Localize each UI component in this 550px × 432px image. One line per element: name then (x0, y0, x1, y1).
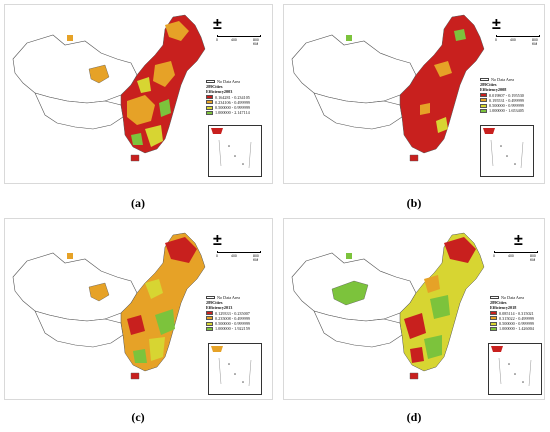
east-mosaic-1 (165, 237, 197, 263)
east-mosaic-2 (153, 61, 175, 87)
legend-swatch-4 (206, 110, 213, 115)
west-outline (12, 34, 138, 104)
east-region (120, 232, 206, 372)
east-mosaic-5 (424, 275, 440, 293)
east-mosaic-3 (145, 125, 163, 147)
legend-swatch-4 (480, 108, 487, 113)
north-arrow-d: ± (514, 232, 523, 249)
east-mosaic-4 (127, 315, 145, 335)
east-mosaic-2 (155, 309, 175, 335)
legend-b: No Data Area 289Cities Efficiency2008 0.… (480, 77, 524, 114)
east-mosaic-3 (430, 295, 450, 319)
caption-b: (b) (406, 196, 422, 210)
map-panel-a: ± 0 400 800 KM No Data Area 289Cities Ef… (4, 4, 273, 184)
south-china-sea-inset-d (488, 343, 542, 395)
hainan (409, 154, 419, 162)
legend-swatch-3 (206, 321, 213, 326)
legend-swatch-3 (206, 105, 213, 110)
legend-swatch-2 (490, 316, 497, 321)
no-data-swatch (480, 78, 489, 82)
east-mosaic-4 (165, 21, 189, 41)
east-mosaic-6 (133, 349, 147, 363)
legend-swatch-1 (206, 95, 213, 100)
qinghai-patch (88, 282, 110, 302)
china-map-b (291, 14, 485, 162)
legend-swatch-2 (206, 100, 213, 105)
small-west-patch (67, 35, 73, 41)
east-mosaic-3 (454, 29, 466, 41)
legend-swatch-3 (480, 103, 487, 108)
east-mosaic-2 (404, 313, 426, 339)
map-panel-b: ± 0 400 800 KM No Data Area 289Cities Ef… (283, 4, 545, 184)
caption-d: (d) (406, 410, 422, 424)
north-arrow-c: ± (213, 232, 222, 249)
china-map-a (12, 14, 206, 162)
east-mosaic-4 (424, 335, 442, 359)
west-outline (291, 34, 417, 104)
east-mosaic-7 (137, 77, 151, 93)
east-mosaic-5 (145, 279, 163, 299)
legend-swatch-3 (490, 321, 497, 326)
legend-a: No Data Area 289Cities Efficiency2003 0.… (206, 79, 250, 116)
china-map-d (291, 232, 485, 380)
china-map-c (12, 232, 206, 380)
legend-swatch-1 (480, 93, 487, 98)
west-green-patch (331, 280, 369, 306)
east-mosaic-5 (159, 99, 171, 117)
no-data-swatch (490, 296, 499, 300)
east-region (399, 14, 485, 154)
caption-c: (c) (131, 410, 145, 424)
map-panel-c: ± 0 400 800 KM No Data Area 289Cities Ef… (4, 218, 273, 400)
caption-a: (a) (131, 196, 145, 210)
legend-c: No Data Area 289Cities Efficiency2013 0.… (206, 295, 250, 332)
legend-swatch-2 (480, 98, 487, 103)
east-mosaic-6 (131, 133, 143, 145)
legend-swatch-2 (206, 316, 213, 321)
east-mosaic-6 (410, 347, 424, 363)
east-mosaic-1 (127, 95, 155, 125)
hainan (130, 372, 140, 380)
no-data-swatch (206, 80, 215, 84)
small-west-patch (346, 253, 352, 259)
qinghai-patch (88, 64, 110, 84)
legend-swatch-1 (490, 311, 497, 316)
east-mosaic-1 (444, 237, 476, 263)
hainan (409, 372, 419, 380)
legend-swatch-4 (490, 326, 497, 331)
south-china-sea-inset-c (208, 343, 262, 395)
no-data-swatch (206, 296, 215, 300)
south-china-sea-inset-a (208, 125, 262, 177)
legend-swatch-4 (206, 326, 213, 331)
east-mosaic-3 (149, 337, 165, 361)
small-west-patch (346, 35, 352, 41)
north-arrow-a: ± (213, 16, 222, 33)
west-outline (12, 252, 138, 322)
map-panel-d: ± 0 400 800 KM No Data Area 289Cities Ef… (283, 218, 545, 400)
south-china-sea-inset-b (480, 125, 534, 177)
small-west-patch (67, 253, 73, 259)
east-mosaic-1 (434, 61, 452, 77)
legend-swatch-1 (206, 311, 213, 316)
north-arrow-b: ± (492, 16, 501, 33)
east-mosaic-2 (436, 117, 448, 133)
hainan (130, 154, 140, 162)
legend-d: No Data Area 289Cities Efficiency2018 0.… (490, 295, 534, 332)
east-mosaic-4 (420, 103, 430, 115)
